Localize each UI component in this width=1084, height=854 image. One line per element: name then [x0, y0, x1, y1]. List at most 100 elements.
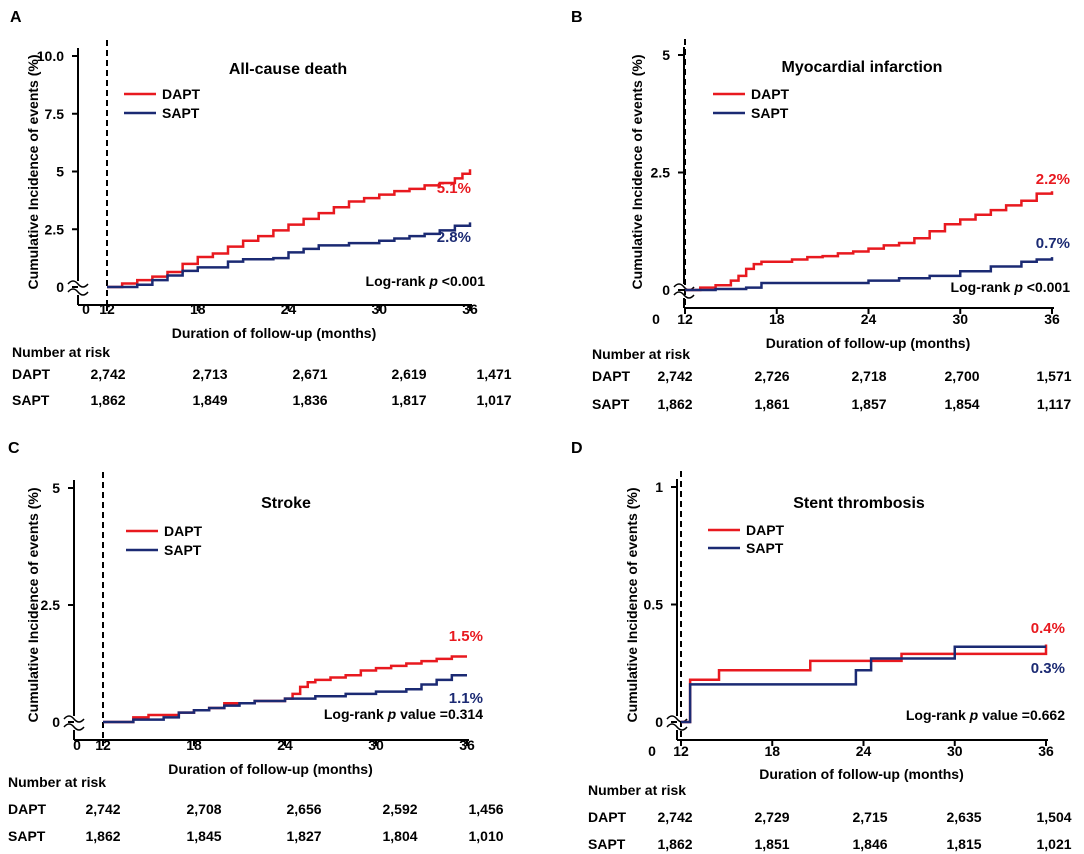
- x-tick-label: 18: [769, 311, 785, 327]
- risk-cell: 1,456: [468, 801, 504, 817]
- risk-table-title: Number at risk: [592, 346, 691, 362]
- end-label-dapt: 2.2%: [1036, 171, 1070, 188]
- risk-cell: 2,742: [85, 801, 121, 817]
- x-tick-label: 0: [652, 311, 660, 327]
- risk-row-label: DAPT: [588, 809, 627, 825]
- risk-cell: 2,729: [754, 809, 790, 825]
- risk-cell: 2,713: [192, 366, 228, 382]
- x-tick-label: 18: [190, 301, 206, 317]
- y-tick-label: 0: [52, 714, 60, 730]
- risk-cell: 1,827: [286, 828, 322, 844]
- panel-b: B 0 2.5 5 0 12 18 24 30 36 Duration of follow-up (…: [542, 0, 1084, 425]
- chart-title: Stroke: [261, 495, 311, 512]
- risk-row-label: SAPT: [592, 396, 630, 412]
- x-tick-label: 30: [947, 743, 963, 759]
- risk-cell: 2,619: [391, 366, 427, 382]
- y-tick-label: 5: [56, 164, 64, 180]
- risk-table-d: Number at risk DAPT 2,742 2,729 2,715 2,…: [588, 782, 1082, 852]
- series-line-dapt: [685, 191, 1054, 292]
- end-label-dapt: 0.4%: [1031, 620, 1065, 637]
- risk-cell: 1,017: [476, 392, 512, 408]
- y-tick-label: 7.5: [45, 106, 65, 122]
- risk-cell: 1,862: [85, 828, 121, 844]
- logrank-annotation: Log-rank p <0.001: [951, 279, 1071, 295]
- end-label-sapt: 1.1%: [449, 690, 483, 707]
- risk-cell: 1,851: [754, 836, 790, 852]
- x-tick-label: 0: [82, 301, 90, 317]
- x-tick-label: 12: [673, 743, 689, 759]
- legend-label-dapt: DAPT: [162, 86, 201, 102]
- risk-row-label: DAPT: [592, 368, 631, 384]
- risk-cell: 1,571: [1036, 368, 1072, 384]
- series-line-sapt: [685, 257, 1054, 292]
- axis-break-mark: [67, 280, 89, 288]
- risk-cell: 1,504: [1036, 809, 1072, 825]
- risk-table-a: Number at risk DAPT 2,742 2,713 2,671 2,…: [12, 344, 532, 414]
- y-tick-label: 5: [662, 47, 670, 63]
- legend-label-dapt: DAPT: [164, 523, 203, 539]
- risk-cell: 2,671: [292, 366, 328, 382]
- chart-title: Stent thrombosis: [793, 495, 925, 512]
- y-tick-label: 2.5: [45, 221, 65, 237]
- risk-cell: 1,846: [852, 836, 888, 852]
- panel-letter: B: [571, 9, 583, 26]
- legend-label-sapt: SAPT: [162, 105, 200, 121]
- risk-cell: 1,862: [657, 396, 693, 412]
- risk-cell: 1,836: [292, 392, 328, 408]
- risk-row-label: SAPT: [8, 828, 46, 844]
- risk-cell: 1,861: [754, 396, 790, 412]
- risk-row-dapt: DAPT 2,742 2,708 2,656 2,592 1,456: [8, 801, 528, 819]
- x-tick-label: 18: [186, 737, 202, 753]
- y-tick-label: 0.5: [644, 597, 664, 613]
- km-chart-d: D 0 0.5 1 0 12 18 24 30 36 Duration of follow-up (…: [571, 440, 1065, 782]
- x-tick-label: 12: [99, 301, 115, 317]
- km-chart-a: A 0 2.5 5 7.5 10.0 0 12 18 24 30 36 Duration of foll…: [10, 9, 485, 341]
- end-label-sapt: 2.8%: [437, 229, 471, 246]
- y-tick-label: 0: [56, 279, 64, 295]
- risk-table-title: Number at risk: [8, 774, 107, 790]
- x-tick-label: 30: [368, 737, 384, 753]
- x-tick-label: 24: [277, 737, 293, 753]
- risk-cell: 2,592: [382, 801, 418, 817]
- x-tick-label: 24: [281, 301, 297, 317]
- risk-row-sapt: SAPT 1,862 1,851 1,846 1,815 1,021: [588, 836, 1082, 854]
- panel-a: A 0 2.5 5 7.5 10.0 0 12 18 24 30 36 Duration of foll…: [0, 0, 542, 425]
- risk-cell: 2,726: [754, 368, 790, 384]
- y-axis-label: Cumulative Incidence of events (%): [624, 488, 640, 723]
- x-tick-label: 12: [677, 311, 693, 327]
- y-axis-label: Cumulative Incidence of events (%): [25, 488, 41, 723]
- risk-cell: 1,862: [657, 836, 693, 852]
- axis-break-mark: [63, 723, 85, 731]
- x-axis-label: Duration of follow-up (months): [172, 325, 377, 341]
- series-line-sapt: [107, 222, 472, 289]
- logrank-annotation: Log-rank p value =0.662: [906, 707, 1065, 723]
- panel-letter: D: [571, 440, 583, 457]
- end-label-sapt: 0.7%: [1036, 235, 1070, 252]
- risk-cell: 1,010: [468, 828, 504, 844]
- axis-break-mark: [666, 723, 688, 731]
- risk-row-dapt: DAPT 2,742 2,726 2,718 2,700 1,571: [592, 368, 1082, 386]
- risk-cell: 1,817: [391, 392, 427, 408]
- km-chart-c: C 0 2.5 5 0 12 18 24 30 36 Duration of follow-up (…: [8, 440, 483, 777]
- risk-cell: 1,471: [476, 366, 512, 382]
- panel-letter: A: [10, 9, 22, 26]
- series-line-sapt: [103, 673, 467, 724]
- risk-row-label: SAPT: [12, 392, 50, 408]
- risk-cell: 2,742: [657, 809, 693, 825]
- y-tick-label: 2.5: [41, 597, 61, 613]
- legend-label-sapt: SAPT: [751, 105, 789, 121]
- series-line-sapt: [681, 645, 1046, 724]
- x-tick-label: 36: [1044, 311, 1060, 327]
- risk-cell: 1,854: [944, 396, 980, 412]
- risk-row-sapt: SAPT 1,862 1,849 1,836 1,817 1,017: [12, 392, 532, 410]
- risk-cell: 2,700: [944, 368, 980, 384]
- chart-title: Myocardial infarction: [782, 59, 943, 76]
- series-line-dapt: [107, 169, 472, 289]
- risk-row-label: DAPT: [12, 366, 51, 382]
- axis-break-mark: [67, 288, 89, 296]
- risk-cell: 2,635: [946, 809, 982, 825]
- legend-label-dapt: DAPT: [746, 522, 785, 538]
- legend-label-sapt: SAPT: [164, 542, 202, 558]
- risk-row-label: SAPT: [588, 836, 626, 852]
- x-tick-label: 12: [95, 737, 111, 753]
